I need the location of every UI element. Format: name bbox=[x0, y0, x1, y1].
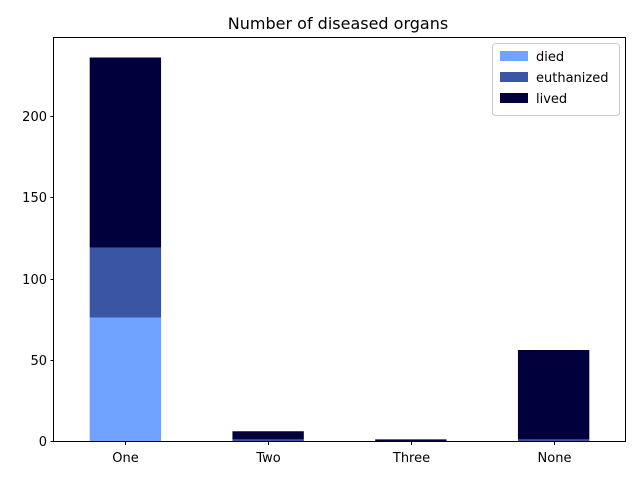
legend-swatch-died bbox=[500, 51, 528, 61]
x-tick-label-two: Two bbox=[255, 451, 280, 466]
legend-label-lived: lived bbox=[536, 92, 567, 107]
legend-label-euthanized: euthanized bbox=[536, 71, 608, 86]
bar-lived-three bbox=[375, 439, 447, 441]
bar-lived-none bbox=[517, 350, 590, 440]
y-tick-label: 200 bbox=[22, 110, 47, 125]
bar-lived-one bbox=[89, 57, 162, 248]
bar-lived-two bbox=[232, 431, 304, 440]
x-axis: One Two Three None bbox=[112, 441, 572, 466]
x-tick-label-one: One bbox=[112, 451, 138, 466]
bar-euthanized-one bbox=[89, 247, 162, 318]
y-tick-label: 50 bbox=[30, 354, 47, 369]
y-tick-label: 150 bbox=[22, 191, 47, 206]
bar-euthanized-none bbox=[517, 439, 590, 441]
bar-euthanized-two bbox=[232, 439, 304, 441]
legend-swatch-euthanized bbox=[500, 72, 528, 82]
y-axis: 0 50 100 150 200 bbox=[22, 110, 54, 450]
bars-group bbox=[89, 57, 590, 441]
plot-area-frame bbox=[53, 37, 626, 442]
bar-died-one bbox=[89, 317, 162, 441]
legend-label-died: died bbox=[536, 50, 564, 65]
legend-swatch-lived bbox=[500, 93, 528, 103]
y-tick-label: 100 bbox=[22, 273, 47, 288]
x-tick-label-none: None bbox=[538, 451, 572, 466]
legend: died euthanized lived bbox=[492, 43, 620, 116]
y-tick-label: 0 bbox=[39, 435, 47, 450]
x-tick-label-three: Three bbox=[392, 451, 430, 466]
chart-title: Number of diseased organs bbox=[228, 14, 448, 33]
